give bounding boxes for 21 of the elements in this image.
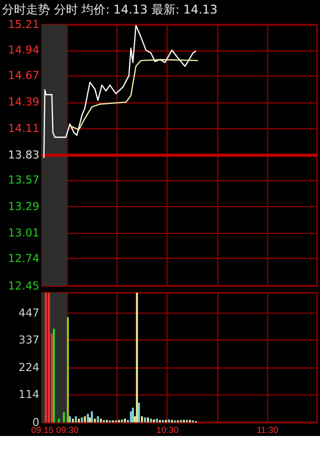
y-tick-label: 13.57: [8, 173, 40, 186]
y-tick-label: 12.45: [8, 279, 40, 292]
y-tick-label: 337: [18, 333, 40, 346]
y-tick-label: 14.39: [8, 96, 40, 109]
x-tick-label: 10:30: [156, 424, 179, 435]
chart-title: 分时走势 分时 均价: 14.13 最新: 14.13: [2, 2, 218, 17]
x-tick-label: 11:30: [256, 424, 278, 435]
y-tick-label: 15.21: [8, 18, 40, 32]
y-tick-label: 14.11: [8, 122, 40, 136]
y-tick-label: 14.94: [8, 44, 40, 57]
y-tick-label: 12.74: [8, 252, 40, 265]
y-tick-label: 14.67: [8, 69, 40, 82]
y-tick-label: 447: [18, 306, 40, 320]
y-tick-label: 114: [18, 388, 40, 401]
line-series: [69, 59, 199, 130]
y-tick-label: 224: [18, 361, 40, 374]
y-tick-label: 13.83: [8, 148, 40, 162]
y-tick-label: 13.01: [8, 226, 40, 240]
x-tick-label: 09:30: [56, 424, 79, 435]
line-series: [43, 24, 197, 159]
y-tick-label: 13.29: [8, 200, 40, 213]
